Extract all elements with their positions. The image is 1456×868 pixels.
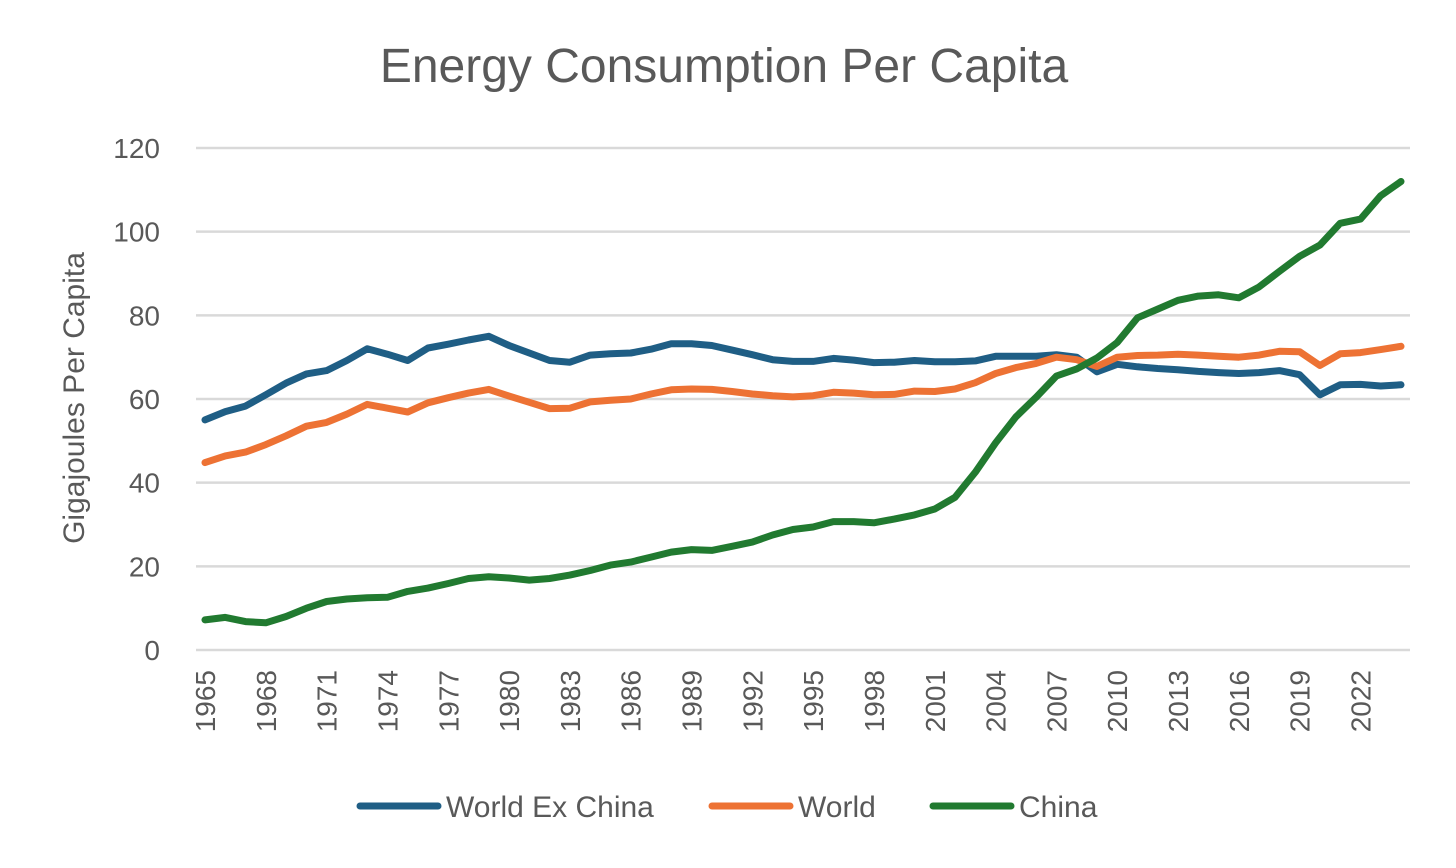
y-tick-label: 80 <box>129 300 160 331</box>
y-axis-title: Gigajoules Per Capita <box>58 252 91 544</box>
x-tick-label: 1980 <box>494 670 525 732</box>
x-tick-label: 2013 <box>1163 670 1194 732</box>
x-tick-label: 1974 <box>372 670 403 732</box>
x-tick-label: 1986 <box>616 670 647 732</box>
x-tick-label: 2016 <box>1224 670 1255 732</box>
legend: World Ex China World China <box>356 791 1098 824</box>
y-tick-label: 20 <box>129 551 160 582</box>
chart-title: Energy Consumption Per Capita <box>380 40 1069 93</box>
x-axis-ticks: 1965 1968 1971 1974 1977 1980 1983 1986 1989 1992… <box>190 670 1376 732</box>
y-tick-label: 40 <box>129 468 160 499</box>
x-tick-label: 1965 <box>190 670 221 732</box>
y-axis-ticks: 0 20 40 60 80 100 120 <box>113 133 160 666</box>
series-line-china <box>201 178 1405 627</box>
x-tick-label: 2022 <box>1345 670 1376 732</box>
y-tick-label: 0 <box>144 635 160 666</box>
gridlines <box>196 146 1410 652</box>
x-tick-label: 1992 <box>737 670 768 732</box>
x-tick-label: 1998 <box>859 670 890 732</box>
x-tick-label: 1977 <box>433 670 464 732</box>
x-tick-label: 2001 <box>920 670 951 732</box>
x-tick-label: 1971 <box>312 670 343 732</box>
x-tick-label: 1995 <box>798 670 829 732</box>
y-tick-label: 60 <box>129 384 160 415</box>
x-tick-label: 1989 <box>677 670 708 732</box>
legend-label-world: World <box>798 791 876 824</box>
series-line-world-ex-china <box>201 332 1405 424</box>
y-tick-label: 100 <box>113 217 160 248</box>
legend-label-china: China <box>1019 791 1098 824</box>
y-tick-label: 120 <box>113 133 160 164</box>
x-tick-label: 1983 <box>555 670 586 732</box>
series-line-world <box>201 342 1405 467</box>
x-tick-label: 2019 <box>1285 670 1316 732</box>
x-tick-label: 2007 <box>1041 670 1072 732</box>
series-lines <box>201 178 1405 627</box>
legend-label-world-ex-china: World Ex China <box>446 791 654 824</box>
x-tick-label: 2010 <box>1102 670 1133 732</box>
x-tick-label: 2004 <box>981 670 1012 732</box>
x-tick-label: 1968 <box>251 670 282 732</box>
